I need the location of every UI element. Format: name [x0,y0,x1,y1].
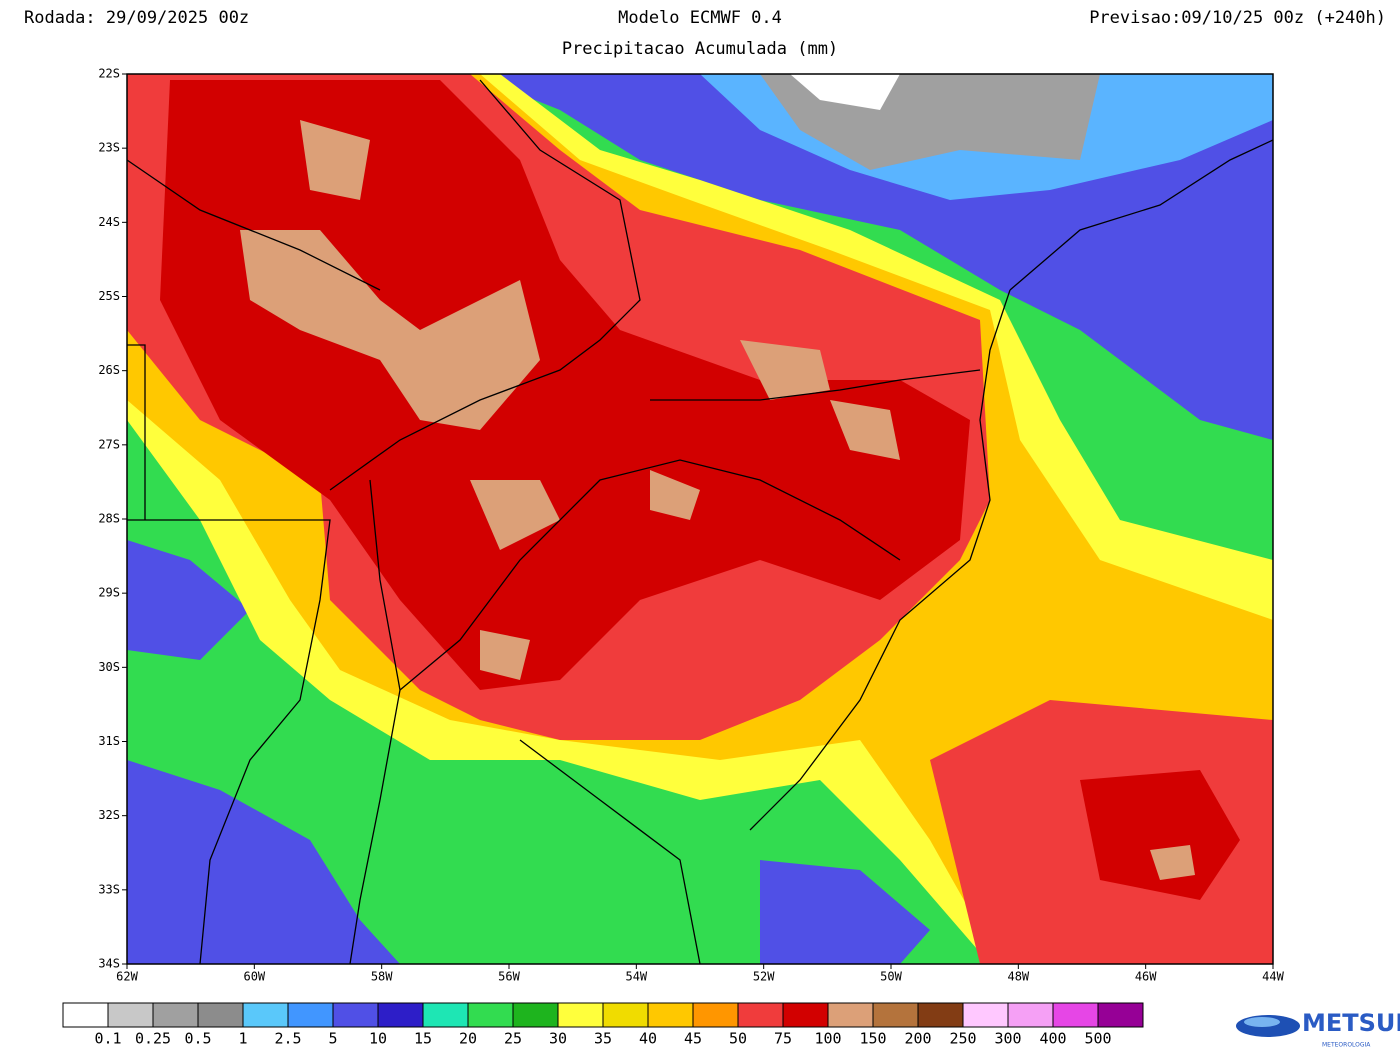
lon-label: 56W [498,970,520,984]
colorbar-box [1007,1002,1054,1028]
colorbar-box [782,1002,829,1028]
colorbar-box [692,1002,739,1028]
forecast-label: Previsao:09/10/25 00z (+240h) [1089,8,1386,28]
lat-label: 30S [98,660,120,674]
colorbar-label: 40 [639,1030,657,1048]
colorbar-label: 2.5 [274,1030,301,1048]
colorbar-label: 75 [774,1030,792,1048]
model-label: Modelo ECMWF 0.4 [618,8,782,28]
precip-field [127,74,1273,964]
lat-label: 25S [98,289,120,303]
colorbar-label: 0.25 [135,1030,171,1048]
colorbar-label: 250 [949,1030,976,1048]
logo-name: METSUL [1302,1009,1400,1037]
colorbar-box [1097,1002,1144,1028]
colorbar-box [152,1002,199,1028]
colorbar-label: 0.1 [94,1030,121,1048]
colorbar-box [647,1002,694,1028]
colorbar-box [917,1002,964,1028]
colorbar-box [1052,1002,1099,1028]
colorbar-label: 100 [814,1030,841,1048]
colorbar-label: 10 [369,1030,387,1048]
colorbar-box [602,1002,649,1028]
colorbar-label: 20 [459,1030,477,1048]
map-title: Precipitacao Acumulada (mm) [562,39,838,59]
lon-label: 60W [243,970,265,984]
colorbar-box [332,1002,379,1028]
colorbar-box [242,1002,289,1028]
lon-label: 50W [880,970,902,984]
colorbar-label: 45 [684,1030,702,1048]
colorbar-box [62,1002,109,1028]
colorbar-box [962,1002,1009,1028]
lon-label: 48W [1007,970,1029,984]
lon-label: 46W [1135,970,1157,984]
lon-label: 44W [1262,970,1284,984]
colorbar-label: 1 [238,1030,247,1048]
colorbar-label: 200 [904,1030,931,1048]
colorbar-label: 300 [994,1030,1021,1048]
colorbar-label: 400 [1039,1030,1066,1048]
colorbar-box [287,1002,334,1028]
colorbar-box [197,1002,244,1028]
lat-label: 23S [98,141,120,155]
lat-label: 34S [98,957,120,971]
lat-label: 29S [98,586,120,600]
lat-label: 28S [98,512,120,526]
colorbar-box [377,1002,424,1028]
colorbar-box [557,1002,604,1028]
colorbar-label: 50 [729,1030,747,1048]
lat-label: 24S [98,215,120,229]
colorbar-label: 0.5 [184,1030,211,1048]
logo-tagline: METEOROLOGIA [1322,1042,1371,1049]
colorbar-box [827,1002,874,1028]
colorbar-box [467,1002,514,1028]
colorbar-box [422,1002,469,1028]
colorbar-label: 30 [549,1030,567,1048]
lat-label: 27S [98,437,120,451]
lon-label: 58W [371,970,393,984]
colorbar-label: 15 [414,1030,432,1048]
lon-label: 52W [753,970,775,984]
colorbar-label: 25 [504,1030,522,1048]
colorbar-box [872,1002,919,1028]
lat-label: 31S [98,734,120,748]
colorbar-label: 35 [594,1030,612,1048]
lat-label: 22S [98,67,120,81]
lat-label: 32S [98,808,120,822]
colorbar-box [512,1002,559,1028]
lon-label: 62W [116,970,138,984]
lat-label: 26S [98,363,120,377]
logo-globe-highlight [1244,1017,1280,1027]
colorbar-label: 150 [859,1030,886,1048]
lat-label: 33S [98,882,120,896]
colorbar-box [107,1002,154,1028]
run-label: Rodada: 29/09/2025 00z [24,8,249,28]
colorbar-label: 500 [1084,1030,1111,1048]
colorbar-label: 5 [328,1030,337,1048]
colorbar-box [737,1002,784,1028]
lon-label: 54W [625,970,647,984]
